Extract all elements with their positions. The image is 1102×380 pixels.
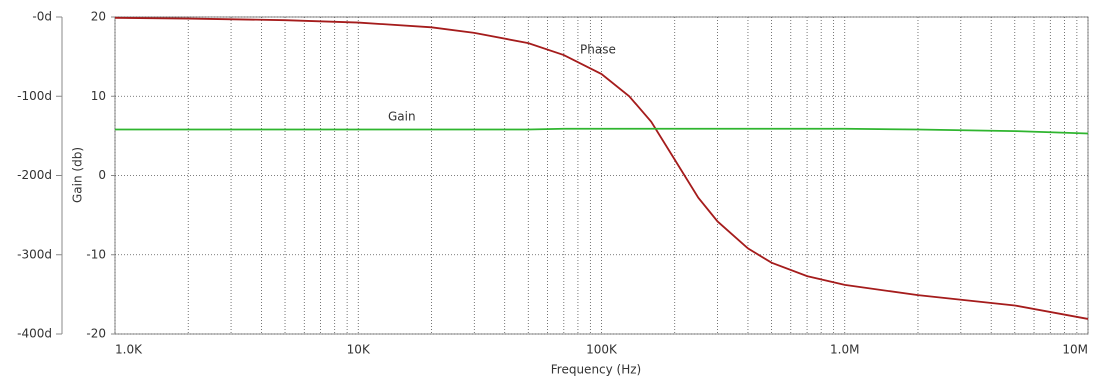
series-label: Gain [388, 110, 416, 124]
y-tick-label: 10 [91, 89, 106, 103]
y-tick-label: -20 [86, 327, 106, 341]
y-axis-label: Gain (db) [71, 147, 85, 203]
series-line [115, 127, 1089, 135]
x-tick-label: 100K [586, 343, 618, 357]
y-tick-label: -10 [86, 247, 106, 261]
y2-tick-label: -100d [17, 89, 52, 103]
y2-tick-label: -200d [17, 168, 52, 182]
y2-tick-label: -0d [32, 10, 52, 24]
y2-tick-label: -300d [17, 247, 52, 261]
x-axis-label: Frequency (Hz) [551, 363, 642, 377]
x-tick-label: 10M [1062, 343, 1088, 357]
series-line [114, 16, 1089, 320]
series-label: Phase [580, 43, 616, 57]
y-tick-label: 20 [91, 10, 106, 24]
x-tick-label: 10K [347, 343, 371, 357]
x-tick-label: 1.0K [115, 343, 143, 357]
y-tick-label: 0 [98, 168, 106, 182]
y2-tick-label: -400d [17, 327, 52, 341]
x-tick-label: 1.0M [830, 343, 859, 357]
